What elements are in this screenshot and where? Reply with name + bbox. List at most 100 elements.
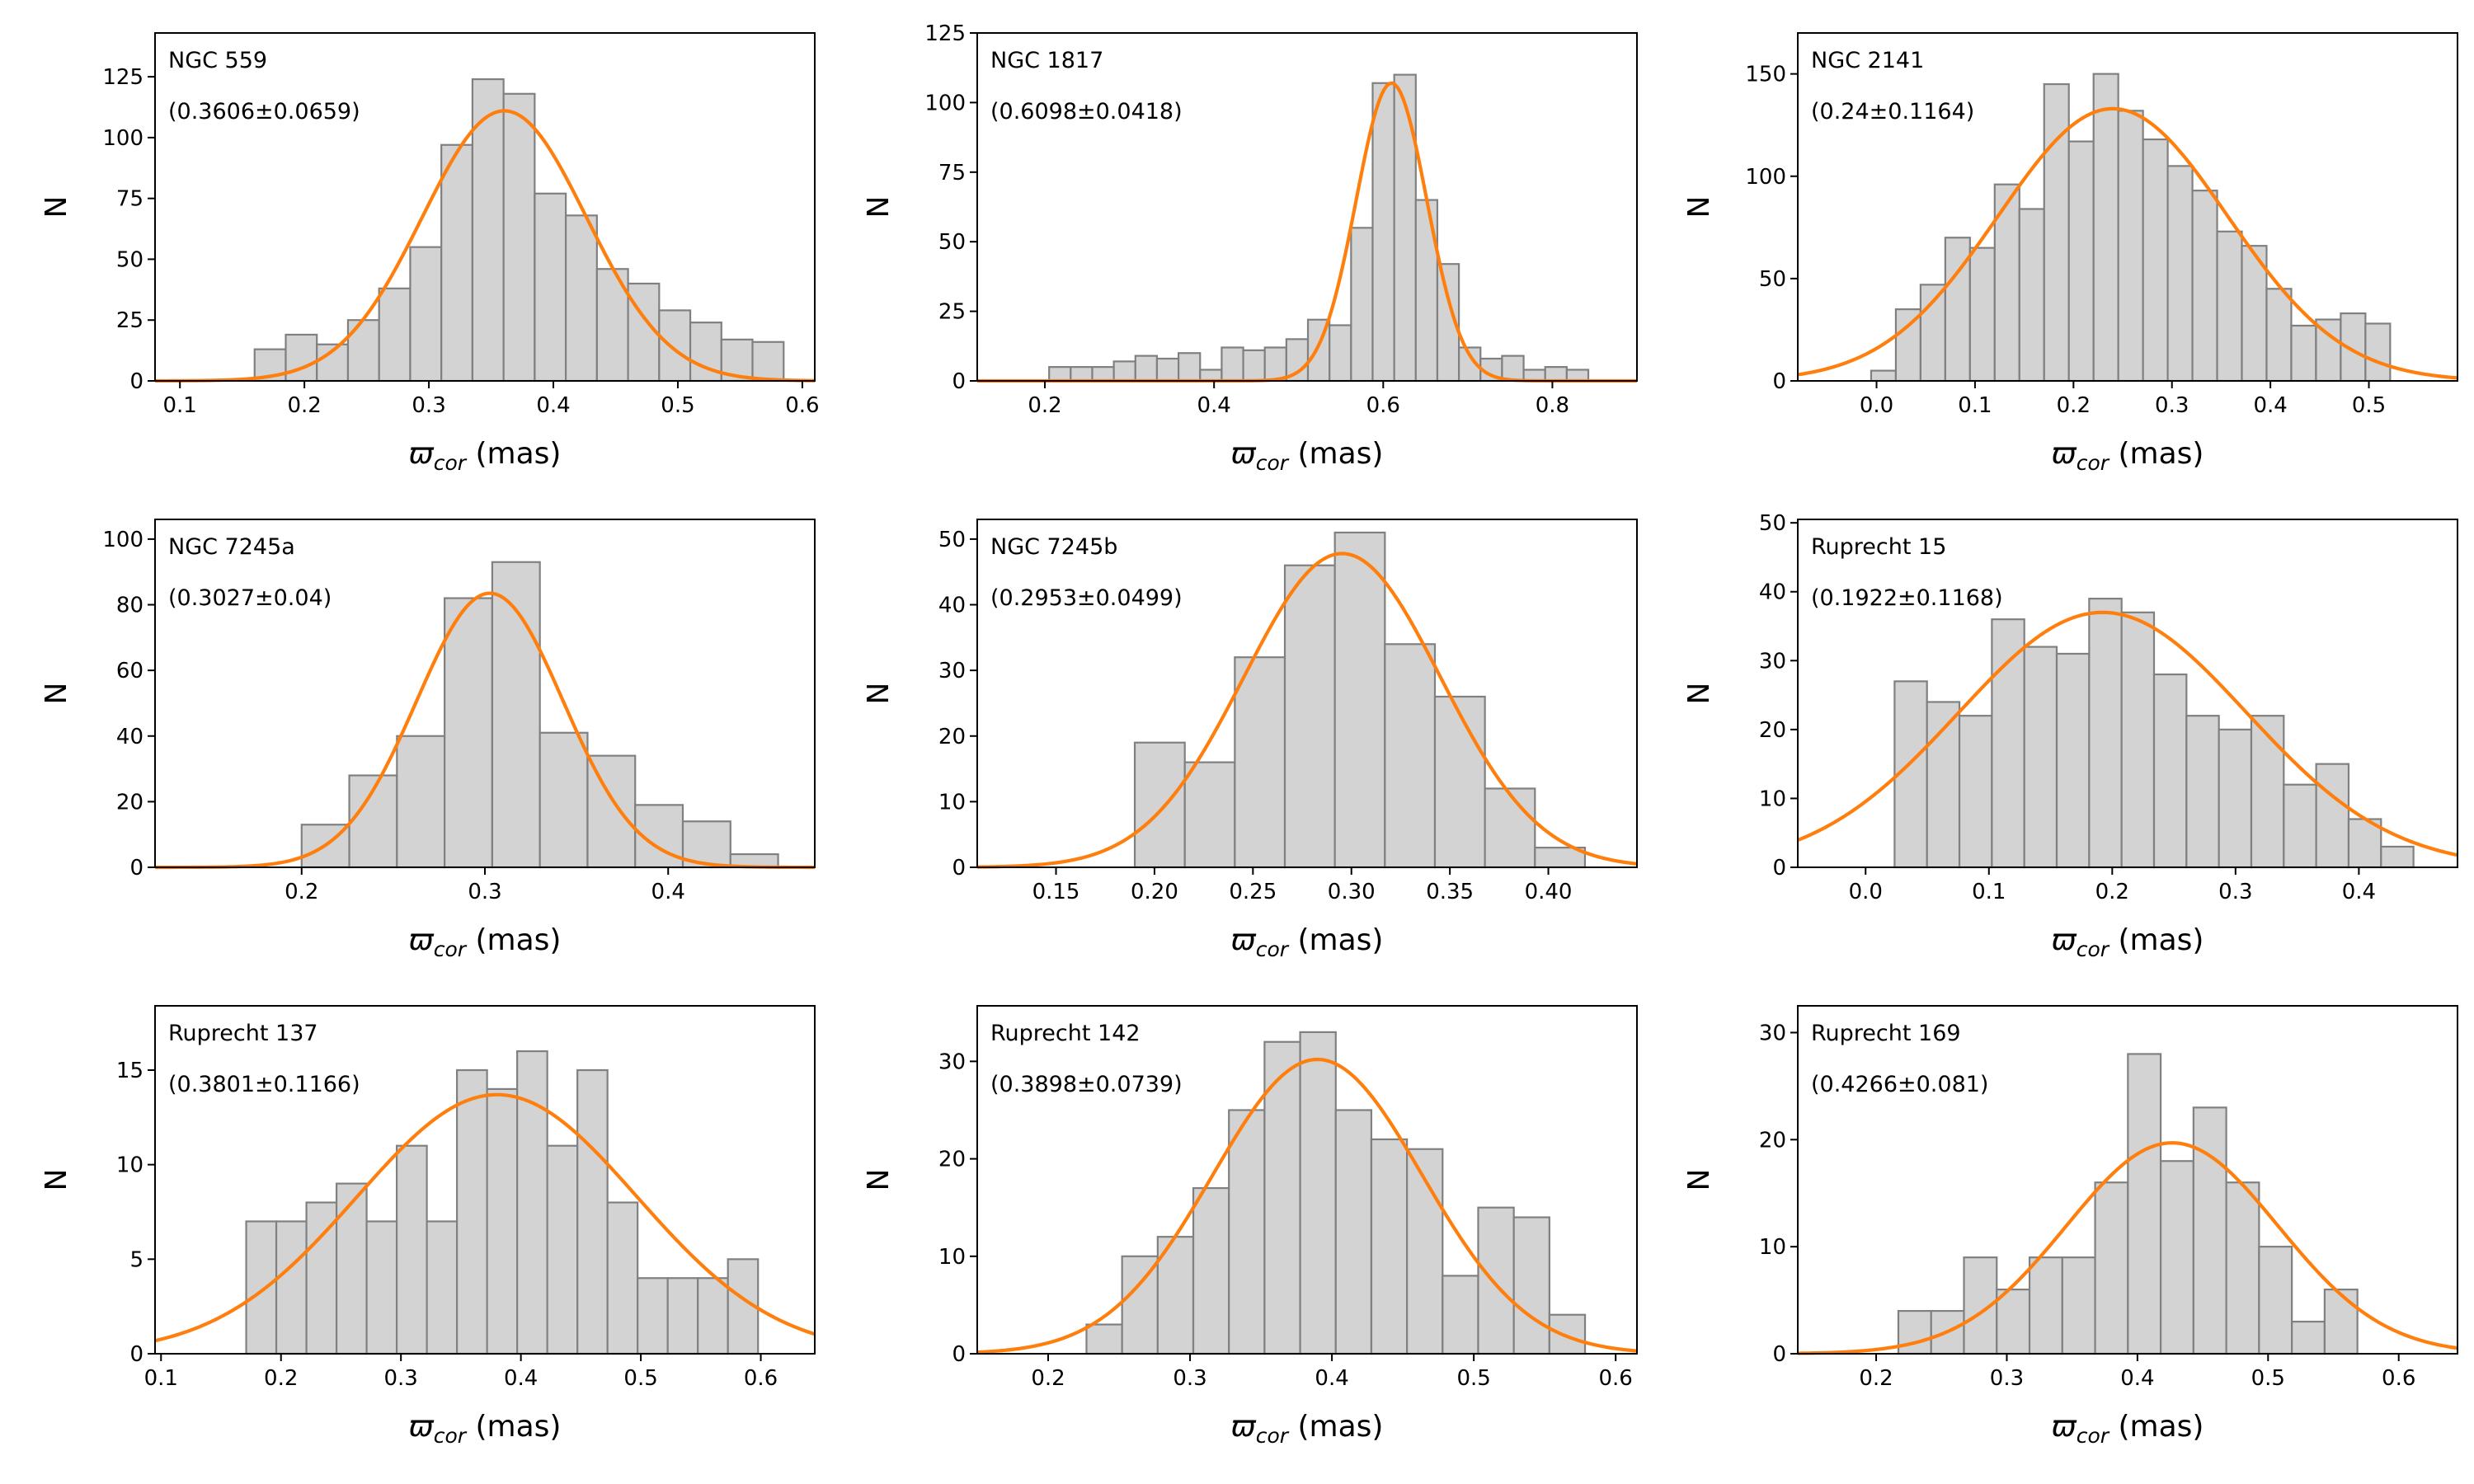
histogram-bar [2152, 673, 2188, 869]
y-tick-label: 80 [116, 594, 143, 618]
histogram-bar [346, 319, 380, 383]
x-tick-label: 0.5 [2251, 1366, 2285, 1391]
y-tick-label: 125 [102, 65, 143, 90]
axes-frame [976, 519, 1638, 868]
histogram-bar [2258, 1246, 2293, 1355]
histogram-bar [1433, 695, 1486, 869]
y-tick-label: 0 [1772, 1342, 1786, 1367]
histogram-bar [1221, 346, 1244, 383]
histogram-bar [456, 1068, 488, 1355]
x-label-symbol: ϖ [2052, 1410, 2077, 1444]
y-tick-label: 20 [1759, 1128, 1786, 1153]
x-tick-label: 0.6 [744, 1366, 778, 1391]
histogram-bar [1121, 1255, 1159, 1355]
histogram-bar [1334, 1109, 1373, 1355]
x-label-symbol: ϖ [2052, 437, 2077, 471]
histogram-bar [1178, 352, 1202, 383]
x-tick-label: 0.3 [2155, 393, 2189, 418]
histogram-bar [409, 246, 443, 383]
histogram-bar [2291, 1320, 2326, 1355]
y-tick-label: 100 [1745, 165, 1786, 190]
y-tick-label: 100 [102, 126, 143, 151]
y-tick-label: 50 [938, 230, 966, 255]
histogram-bar [1234, 656, 1286, 869]
histogram-bar [1228, 1109, 1266, 1355]
x-tick-label: 0.2 [2057, 393, 2091, 418]
cluster-name: Ruprecht 137 [168, 1021, 318, 1046]
cluster-name: NGC 7245b [990, 534, 1117, 560]
y-tick-label: 50 [116, 247, 143, 272]
histogram-bar [1548, 1313, 1587, 1355]
x-axis-label: ϖcor (mas) [2052, 437, 2204, 475]
axes-frame [976, 1005, 1638, 1355]
histogram-bar [440, 143, 474, 383]
histogram-bar [2120, 611, 2156, 869]
y-tick-label: 10 [938, 1245, 966, 1270]
x-label-subscript: cor [434, 1424, 468, 1448]
x-tick-label: 0.3 [2218, 880, 2252, 904]
x-tick-label: 0.5 [2352, 393, 2386, 418]
histogram-bar [546, 1144, 579, 1355]
histogram-bar [2028, 1256, 2063, 1355]
histogram-bar [1192, 1186, 1230, 1355]
gaussian-fit-line [155, 109, 816, 383]
histogram-bar [1544, 366, 1568, 383]
histogram-bar [1242, 349, 1266, 383]
histogram-bar [2023, 646, 2058, 869]
x-label-subscript: cor [2077, 451, 2110, 475]
y-tick-label: 30 [1759, 649, 1786, 674]
histogram-bar [539, 731, 589, 869]
histogram-bar [658, 309, 692, 383]
histogram-bar [1442, 1275, 1479, 1355]
histogram-bar [1406, 1148, 1444, 1355]
histogram-bar [2094, 1181, 2129, 1355]
histogram-bar [1283, 564, 1336, 869]
panel-4: 0.2 0.3 0.4 0 20 40 60 80 100 NGC 7245a (0.3027±0.… [40, 519, 816, 961]
y-axis-label: N [40, 196, 73, 218]
histogram-bar [2250, 715, 2285, 869]
x-label-unit: (mas) [466, 923, 561, 957]
histogram-bar [576, 1068, 609, 1355]
x-tick-label: 0.2 [1859, 1366, 1893, 1391]
x-label-symbol: ϖ [409, 923, 435, 957]
histogram-bar [396, 735, 446, 869]
histogram-bar [1958, 715, 1993, 869]
histogram-bar [285, 333, 318, 383]
histogram-bar [586, 754, 637, 869]
x-tick-label: 0.5 [623, 1366, 657, 1391]
axes-frame [1797, 1005, 2458, 1355]
y-tick-label: 0 [1772, 369, 1786, 394]
x-tick-label: 0.20 [1131, 880, 1178, 904]
cluster-stat: (0.6098±0.0418) [990, 99, 1183, 124]
y-tick-label: 75 [116, 187, 143, 212]
x-tick-label: 0.4 [504, 1366, 538, 1391]
x-tick-label: 0.1 [144, 1366, 178, 1391]
histogram-bar [2067, 140, 2095, 383]
histogram-bar [1112, 360, 1136, 383]
histogram-bar [1512, 1216, 1550, 1355]
x-tick-label: 0.4 [1197, 393, 1230, 418]
x-label-subscript: cor [1256, 1424, 1290, 1448]
histogram-bar [1371, 82, 1395, 383]
histogram-bar [1870, 369, 1898, 383]
x-tick-label: 0.8 [1536, 393, 1569, 418]
histogram-bar [666, 1277, 699, 1355]
histogram-bar [697, 1277, 729, 1355]
y-axis-label: N [1682, 196, 1716, 218]
histogram-bar [2018, 208, 2045, 383]
gaussian-fit-line [976, 1057, 1638, 1355]
gaussian-fit-line [976, 552, 1638, 869]
x-label-unit: (mas) [2109, 923, 2204, 957]
y-tick-label: 10 [1759, 1235, 1786, 1260]
cluster-name: NGC 2141 [1811, 48, 1924, 73]
histogram-bar [1183, 761, 1236, 869]
x-tick-label: 0.4 [2253, 393, 2287, 418]
x-tick-label: 0.4 [2120, 1366, 2154, 1391]
x-tick-label: 0.4 [2342, 880, 2376, 904]
x-label-unit: (mas) [466, 1410, 561, 1444]
histogram-bar [245, 1220, 278, 1355]
x-label-symbol: ϖ [409, 1410, 435, 1444]
y-tick-label: 0 [129, 856, 143, 881]
x-label-unit: (mas) [2109, 1410, 2204, 1444]
x-label-subscript: cor [2077, 937, 2110, 961]
